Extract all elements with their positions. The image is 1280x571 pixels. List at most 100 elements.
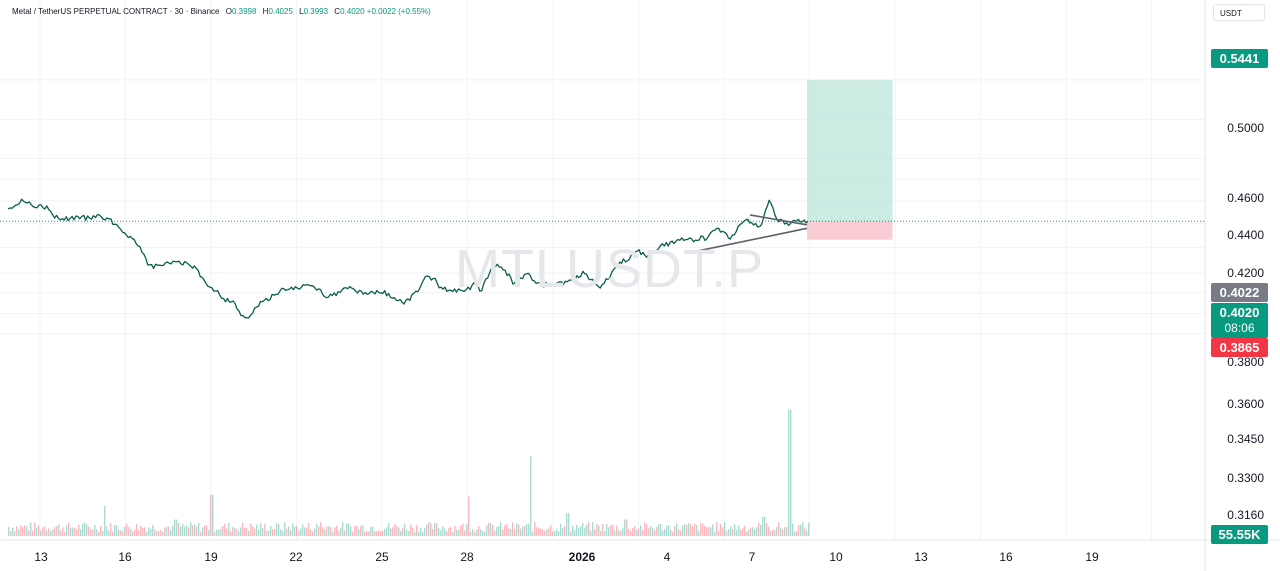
volume-bar	[274, 528, 276, 536]
volume-bar	[340, 527, 342, 536]
volume-bar	[234, 527, 236, 536]
price-series-line[interactable]	[7, 198, 809, 319]
volume-bar	[338, 531, 340, 536]
volume-bar	[718, 530, 720, 536]
symbol-title[interactable]: Metal / TetherUS PERPETUAL CONTRACT · 30…	[12, 7, 220, 16]
volume-bar	[574, 530, 576, 536]
volume-bar	[244, 527, 246, 536]
volume-bar	[38, 525, 40, 536]
volume-bar	[516, 523, 518, 536]
price-tick: 0.3600	[1227, 397, 1264, 411]
open-value: 0.3998	[231, 7, 257, 16]
volume-bar	[686, 525, 688, 536]
volume-bar	[608, 527, 610, 536]
volume-bar	[162, 531, 164, 536]
volume-bar	[614, 530, 616, 536]
volume-bar	[794, 531, 796, 536]
volume-bar	[756, 527, 758, 536]
volume-bar	[578, 528, 580, 536]
volume-bar	[788, 409, 790, 536]
volume-bar	[468, 496, 470, 536]
volume-bar	[108, 530, 110, 536]
low-value: 0.3993	[303, 7, 329, 16]
volume-bar	[780, 527, 782, 536]
volume-bar	[478, 525, 480, 536]
volume-bar	[768, 526, 770, 536]
volume-bar	[618, 529, 620, 536]
volume-bar	[112, 531, 114, 536]
volume-bar	[306, 527, 308, 536]
trendline[interactable]	[692, 227, 808, 253]
volume-bar	[48, 528, 50, 536]
volume-bar	[224, 523, 226, 536]
volume-bar	[570, 531, 572, 536]
volume-bar	[170, 530, 172, 536]
volume-bar	[166, 526, 168, 536]
volume-bar	[140, 525, 142, 536]
volume-bar	[154, 529, 156, 536]
volume-bar	[648, 527, 650, 536]
volume-bar	[206, 525, 208, 536]
volume-bar	[568, 512, 570, 536]
volume-bar	[538, 528, 540, 536]
volume-bar	[654, 530, 656, 536]
volume-bar	[702, 523, 704, 536]
volume-bar	[398, 527, 400, 536]
change-value: +0.0022 (+0.55%)	[366, 7, 431, 16]
currency-selector-button[interactable]: USDT	[1213, 4, 1265, 21]
trendline[interactable]	[749, 214, 808, 226]
volume-bar	[496, 526, 498, 536]
volume-bar	[662, 531, 664, 536]
time-tick: 16	[999, 550, 1013, 564]
price-tick: 0.4400	[1227, 228, 1264, 242]
time-tick: 22	[289, 550, 303, 564]
volume-bar	[312, 531, 314, 536]
volume-bar	[238, 531, 240, 536]
volume-bar	[30, 522, 32, 536]
volume-bar	[652, 527, 654, 536]
volume-bar	[232, 527, 234, 536]
volume-bar	[438, 528, 440, 536]
volume-bar	[336, 525, 338, 536]
volume-bar	[522, 526, 524, 536]
volume-bar	[530, 456, 532, 536]
volume-bar	[510, 528, 512, 536]
volume-bar	[764, 516, 766, 536]
volume-bar	[250, 523, 252, 536]
last-price-value: 0.4020	[1219, 305, 1260, 320]
volume-bar	[452, 531, 454, 536]
volume-bar	[386, 527, 388, 536]
time-tick: 25	[375, 550, 389, 564]
volume-bar	[88, 526, 90, 536]
volume-bar	[200, 531, 202, 536]
volume-bar	[384, 528, 386, 536]
volume-bar	[434, 522, 436, 536]
volume-bar	[300, 528, 302, 536]
volume-bar	[486, 524, 488, 536]
time-tick: 10	[829, 550, 843, 564]
volume-bar	[328, 526, 330, 536]
volume-bar	[508, 528, 510, 536]
volume-bar	[706, 527, 708, 536]
volume-bar	[634, 526, 636, 536]
volume-bar	[796, 530, 798, 536]
price-tick: 0.3160	[1227, 508, 1264, 522]
volume-bar	[566, 512, 568, 536]
volume-bar	[458, 529, 460, 536]
volume-bar	[276, 522, 278, 536]
volume-bar	[248, 530, 250, 536]
volume-bar	[454, 525, 456, 536]
volume-bar	[72, 527, 74, 536]
volume-bar	[158, 531, 160, 536]
volume-bar	[188, 527, 190, 536]
volume-bar	[492, 524, 494, 536]
stop-zone[interactable]	[807, 221, 893, 240]
volume-bar	[354, 525, 356, 536]
bar-countdown: 08:06	[1224, 321, 1255, 335]
high-label: H	[262, 7, 269, 16]
target-zone[interactable]	[807, 79, 893, 222]
volume-bar	[558, 531, 560, 536]
volume-bar	[642, 529, 644, 536]
volume-bar	[464, 530, 466, 536]
